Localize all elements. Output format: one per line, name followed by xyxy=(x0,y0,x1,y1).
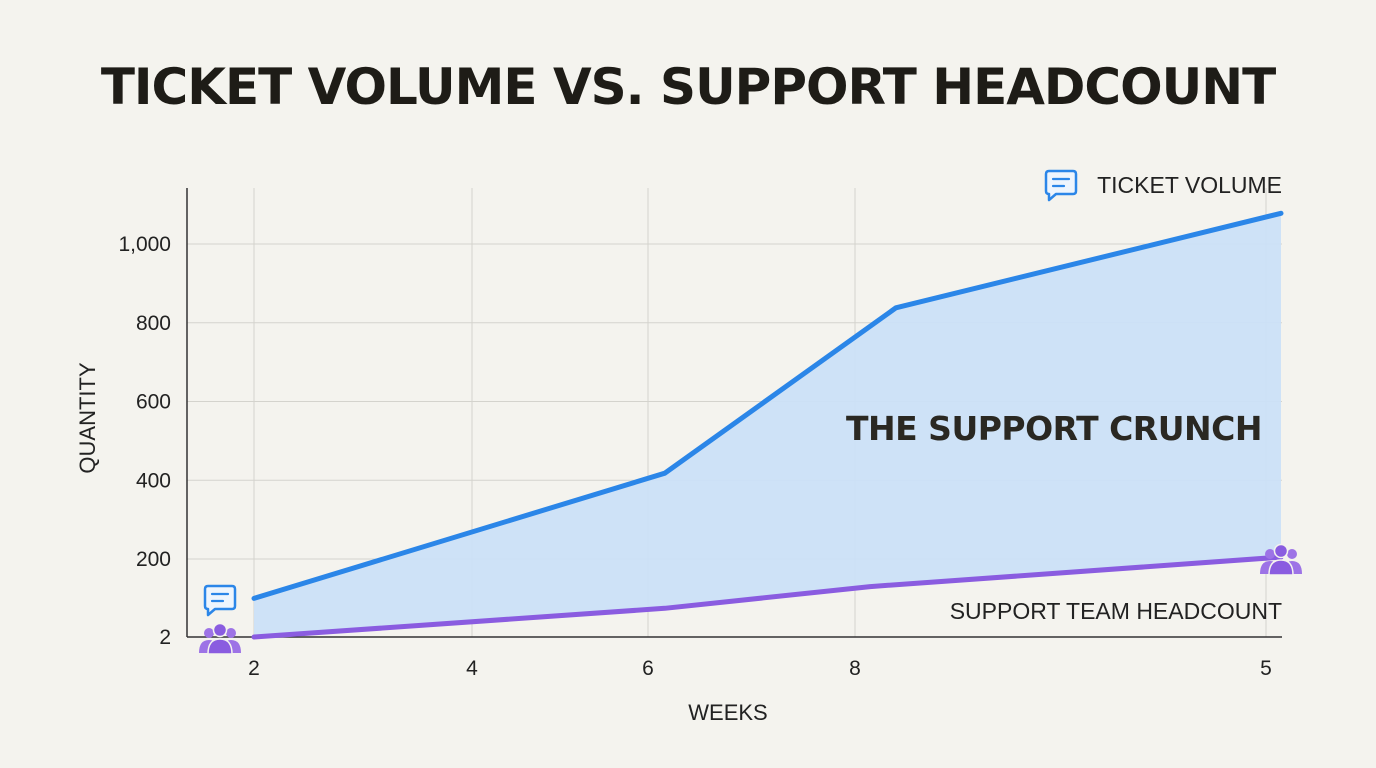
chart-title: TICKET VOLUME VS. SUPPORT HEADCOUNT xyxy=(100,58,1276,116)
x-tick-label: 2 xyxy=(248,657,260,680)
x-axis-title: WEEKS xyxy=(688,700,767,725)
y-tick-labels: 2 200 400 600 800 1,000 xyxy=(118,233,171,649)
x-tick-label: 4 xyxy=(466,657,478,680)
y-tick-label: 2 xyxy=(159,626,171,649)
x-tick-label: 6 xyxy=(642,657,654,680)
support-headcount-line xyxy=(251,554,1284,640)
chat-bubble-icon xyxy=(1044,169,1078,202)
axes xyxy=(186,188,1282,638)
y-tick-label: 800 xyxy=(136,312,171,335)
x-tick-labels: 2 4 6 8 5 xyxy=(248,657,1272,680)
annotation-support-crunch: THE SUPPORT CRUNCH xyxy=(846,409,1262,448)
x-tick-label: 8 xyxy=(849,657,861,680)
ticket-volume-area xyxy=(254,213,1281,638)
y-axis-title: QUANTITY xyxy=(75,362,100,474)
ticket-volume-line xyxy=(251,210,1284,601)
legend-label-support-headcount: SUPPORT TEAM HEADCOUNT xyxy=(950,598,1282,624)
y-tick-label: 1,000 xyxy=(118,233,171,256)
people-icon xyxy=(199,622,241,655)
legend-ticket-volume: TICKET VOLUME xyxy=(1044,169,1282,202)
x-tick-label: 5 xyxy=(1260,657,1272,680)
chat-bubble-icon xyxy=(203,584,237,617)
legend-label-ticket-volume: TICKET VOLUME xyxy=(1097,172,1282,198)
y-tick-label: 400 xyxy=(136,469,171,492)
y-tick-label: 200 xyxy=(136,548,171,571)
y-tick-label: 600 xyxy=(136,391,171,414)
people-icon xyxy=(1260,543,1302,576)
